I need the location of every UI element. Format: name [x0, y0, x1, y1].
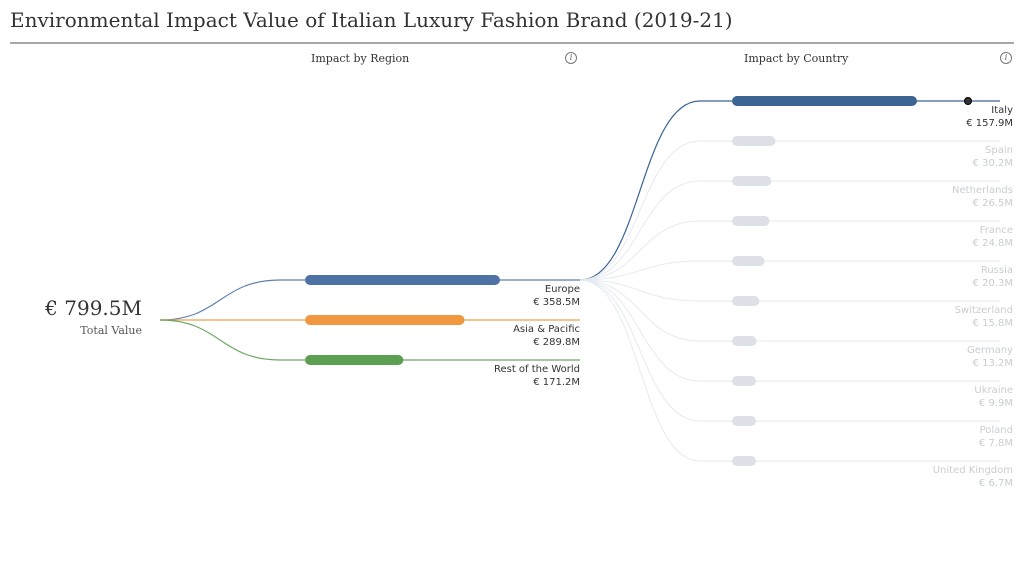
country-link-france — [579, 220, 1000, 281]
region-label-europe: Europe — [545, 284, 580, 295]
country-label-france: France — [980, 225, 1013, 236]
title-divider — [10, 42, 1014, 44]
country-section-header: Impact by Country — [744, 52, 849, 65]
total-value: € 799.5M — [45, 296, 142, 320]
country-value-russia: € 20.3M — [973, 278, 1013, 289]
country-value-netherlands: € 26.5M — [973, 198, 1013, 209]
region-link-europe — [159, 279, 580, 321]
region-label-rest-of-the-world: Rest of the World — [494, 364, 580, 375]
country-label-russia: Russia — [981, 265, 1013, 276]
country-link-united-kingdom — [579, 279, 1000, 462]
country-link-poland — [579, 279, 1000, 422]
region-link-rest-of-the-world — [159, 319, 580, 361]
region-info-icon[interactable]: i — [565, 52, 577, 64]
country-label-poland: Poland — [980, 425, 1013, 436]
country-label-ukraine: Ukraine — [974, 385, 1013, 396]
country-link-russia — [579, 260, 1000, 281]
country-link-netherlands — [579, 180, 1000, 281]
country-value-france: € 24.8M — [973, 238, 1013, 249]
country-link-italy — [579, 100, 1000, 281]
country-label-italy: Italy — [991, 105, 1013, 116]
selected-point-marker[interactable] — [964, 97, 972, 105]
country-value-italy: € 157.9M — [966, 118, 1013, 129]
country-link-ukraine — [579, 279, 1000, 382]
region-label-asia-pacific: Asia & Pacific — [513, 324, 580, 335]
country-value-poland: € 7.8M — [979, 438, 1013, 449]
country-label-spain: Spain — [985, 145, 1013, 156]
dashboard-title: Environmental Impact Value of Italian Lu… — [10, 8, 733, 32]
country-value-germany: € 13.2M — [973, 358, 1013, 369]
country-label-united-kingdom: United Kingdom — [933, 465, 1013, 476]
country-value-united-kingdom: € 6.7M — [979, 478, 1013, 489]
country-link-switzerland — [579, 279, 1000, 302]
country-info-icon[interactable]: i — [1000, 52, 1012, 64]
total-value-label: Total Value — [80, 324, 142, 337]
country-value-ukraine: € 9.9M — [979, 398, 1013, 409]
country-label-netherlands: Netherlands — [952, 185, 1013, 196]
country-link-spain — [579, 140, 1000, 281]
country-link-germany — [579, 279, 1000, 342]
region-value-asia-pacific: € 289.8M — [533, 337, 580, 348]
region-value-rest-of-the-world: € 171.2M — [533, 377, 580, 388]
region-value-europe: € 358.5M — [533, 297, 580, 308]
country-label-switzerland: Switzerland — [955, 305, 1013, 316]
country-value-switzerland: € 15.8M — [973, 318, 1013, 329]
country-value-spain: € 30.2M — [973, 158, 1013, 169]
region-section-header: Impact by Region — [311, 52, 410, 65]
country-label-germany: Germany — [967, 345, 1013, 356]
